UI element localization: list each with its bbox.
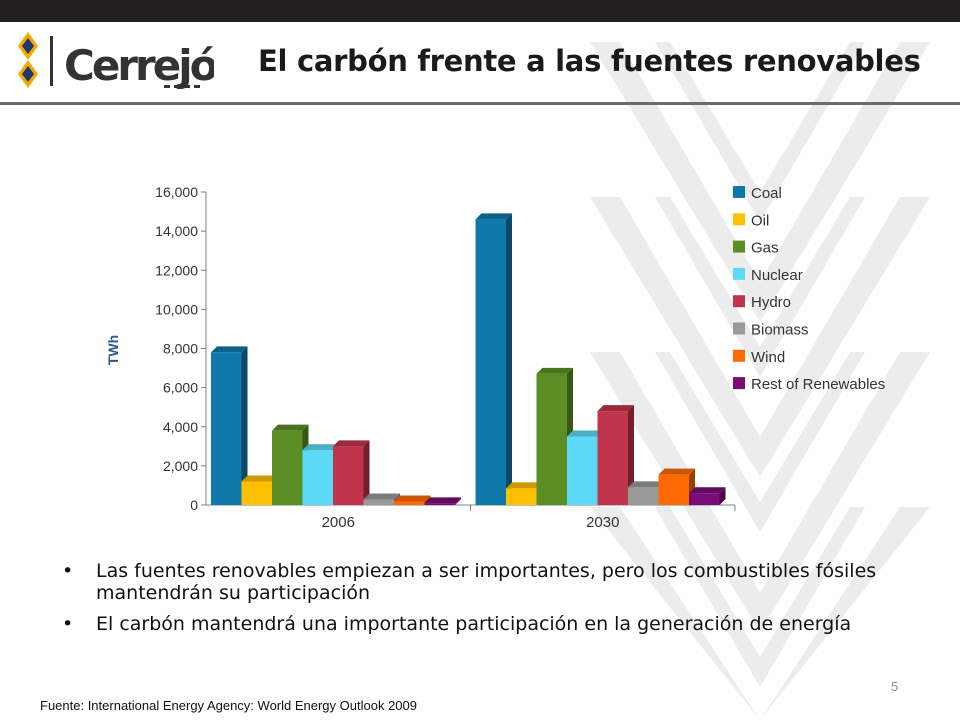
y-tick-label: 6,000	[163, 380, 198, 396]
bar	[211, 352, 242, 505]
legend-label: Biomass	[751, 322, 809, 339]
bar-top	[597, 405, 634, 412]
bullet-text: Las fuentes renovables empiezan a ser im…	[96, 560, 877, 604]
legend-swatch	[733, 295, 745, 308]
bar-top	[536, 367, 573, 374]
bar	[363, 499, 394, 505]
bar	[658, 474, 689, 505]
bar-side	[455, 497, 461, 505]
bar	[567, 436, 598, 505]
bullet-item: • Las fuentes renovables empiezan a ser i…	[62, 560, 922, 604]
legend-label: Oil	[751, 212, 769, 229]
bar-side	[506, 213, 512, 505]
bar	[272, 430, 303, 505]
legend-swatch	[733, 213, 745, 226]
legend-label: Coal	[751, 185, 782, 202]
bar-top	[628, 481, 665, 488]
legend-swatch	[733, 377, 745, 390]
legend-swatch	[733, 240, 745, 253]
y-tick-label: 0	[190, 497, 198, 513]
x-tick-label: 2006	[322, 514, 355, 531]
bar	[628, 487, 659, 505]
y-tick-label: 16,000	[155, 184, 198, 200]
bar	[241, 481, 272, 505]
y-tick-label: 8,000	[163, 341, 198, 357]
bar-side	[628, 405, 634, 505]
source-citation: Fuente: International Energy Agency: Wor…	[40, 698, 417, 713]
bar-side	[241, 346, 248, 505]
legend-label: Nuclear	[751, 267, 803, 284]
cerrejon-logo: Cerrejón	[18, 32, 214, 90]
bar	[302, 450, 333, 505]
y-axis-title: TWh	[105, 335, 121, 365]
bar	[394, 501, 425, 505]
logo-text: Cerrejón	[64, 41, 214, 90]
bar-top	[475, 213, 512, 220]
bar	[475, 219, 506, 505]
x-tick-label: 2030	[586, 514, 619, 531]
page-number: 5	[891, 679, 899, 694]
bar-top	[302, 444, 339, 451]
bar-top	[658, 468, 695, 475]
legend-label: Hydro	[751, 294, 791, 311]
bullet-icon: •	[62, 613, 74, 635]
bullet-text: El carbón mantendrá una importante parti…	[96, 613, 852, 635]
bar-top	[506, 482, 543, 489]
bar-top	[394, 495, 431, 502]
bar	[689, 493, 720, 505]
bar	[536, 373, 567, 505]
header-divider	[0, 102, 960, 105]
bullet-item: • El carbón mantendrá una importante part…	[62, 613, 922, 635]
bullet-list: • Las fuentes renovables empiezan a ser i…	[62, 560, 922, 644]
legend-swatch	[733, 267, 745, 280]
bar-top	[689, 487, 726, 494]
legend-swatch	[733, 186, 745, 198]
bar-chart: 0 2,000 4,000 6,000 8,000 10,000 12,000 14,000 1…	[105, 184, 885, 531]
bar-top	[567, 430, 604, 437]
top-bar	[0, 0, 960, 22]
bar	[424, 503, 455, 505]
bar-top	[424, 497, 461, 504]
bar-side	[363, 440, 370, 505]
bar	[506, 488, 537, 505]
legend-label: Gas	[751, 240, 779, 257]
y-tick-label: 12,000	[155, 262, 198, 278]
bar-side	[719, 487, 726, 505]
legend-label: Rest of Renewables	[751, 376, 885, 393]
bar-top	[363, 493, 400, 500]
diamond-emblem-icon	[18, 32, 38, 88]
legend-label: Wind	[751, 349, 785, 366]
bar-top	[333, 440, 370, 447]
y-tick-label: 4,000	[163, 419, 198, 435]
bullet-icon: •	[62, 560, 74, 582]
y-tick-label: 14,000	[155, 223, 198, 239]
y-tick-label: 2,000	[163, 458, 198, 474]
bar-top	[241, 475, 278, 482]
y-tick-label: 10,000	[155, 301, 198, 317]
bar-top	[272, 424, 309, 431]
bar	[597, 411, 628, 505]
legend-swatch	[733, 322, 745, 335]
page-title: El carbón frente a las fuentes renovable…	[258, 44, 921, 78]
bar-top	[211, 346, 248, 353]
bar	[333, 446, 364, 505]
legend-swatch	[733, 349, 745, 362]
